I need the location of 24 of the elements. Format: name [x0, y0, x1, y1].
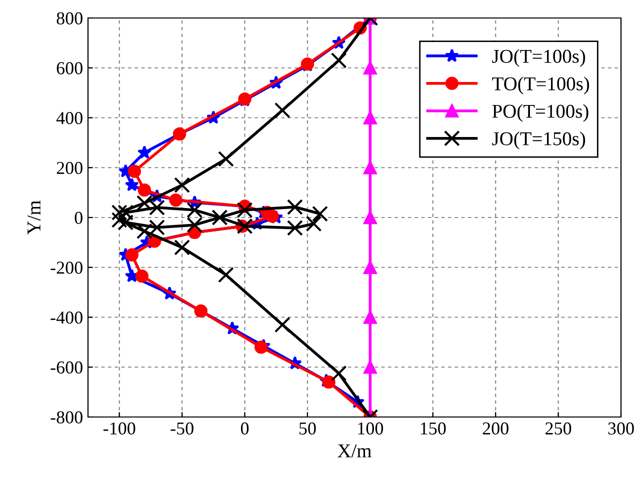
- y-tick-label: -400: [50, 312, 82, 324]
- x-tick-label: -50: [170, 422, 194, 435]
- y-tick-label: -600: [50, 361, 82, 374]
- x-axis-title: X/m: [338, 444, 372, 458]
- x-tick-label: 300: [608, 422, 634, 435]
- y-tick-label: 400: [56, 112, 82, 124]
- x-tick-label: 150: [420, 422, 446, 435]
- y-axis-title: Y/m: [28, 200, 41, 235]
- x-tick-label: 200: [482, 422, 508, 435]
- y-tick-label: -200: [50, 262, 82, 274]
- y-tick-label: 200: [56, 162, 82, 174]
- x-tick-label: 50: [299, 422, 316, 435]
- x-tick-label: -100: [103, 422, 136, 435]
- y-tick-label: 600: [56, 62, 82, 74]
- x-tick-label: 0: [240, 422, 249, 435]
- y-tick-label: -800: [50, 411, 82, 424]
- y-tick-label: 800: [56, 12, 82, 24]
- x-tick-label: 250: [546, 422, 572, 435]
- legend-label: JO(T=150s): [492, 132, 586, 150]
- y-tick-label: 0: [74, 212, 82, 224]
- legend-label: JO(T=100s): [492, 49, 586, 67]
- x-tick-label: 100: [358, 422, 384, 435]
- legend-label: PO(T=100s): [492, 104, 588, 122]
- legend-label: TO(T=100s): [492, 76, 590, 94]
